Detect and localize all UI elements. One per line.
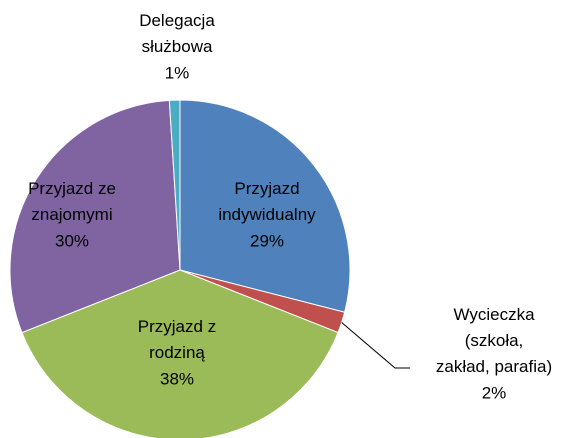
slice-label: Wycieczka (szkoła, zakład, parafia) <box>436 305 552 376</box>
slice-value-label: 38% <box>160 369 194 388</box>
slice-label: Przyjazd indywidualny <box>218 179 316 224</box>
slice-value-label: 2% <box>482 383 507 402</box>
slice-label: Delegacja służbowa <box>139 11 215 56</box>
pie-slice <box>9 99 181 334</box>
slice-label: Przyjazd z rodziną <box>138 317 216 362</box>
slice-value-label: 29% <box>250 231 284 250</box>
pie-slice <box>168 99 181 271</box>
leader-line <box>341 322 410 369</box>
slice-value-label: 30% <box>55 231 89 250</box>
pie-slice <box>21 269 339 438</box>
slice-value-label: 1% <box>165 63 190 82</box>
pie-slice <box>179 99 351 313</box>
slice-label: Przyjazd ze znajomymi <box>28 179 116 224</box>
